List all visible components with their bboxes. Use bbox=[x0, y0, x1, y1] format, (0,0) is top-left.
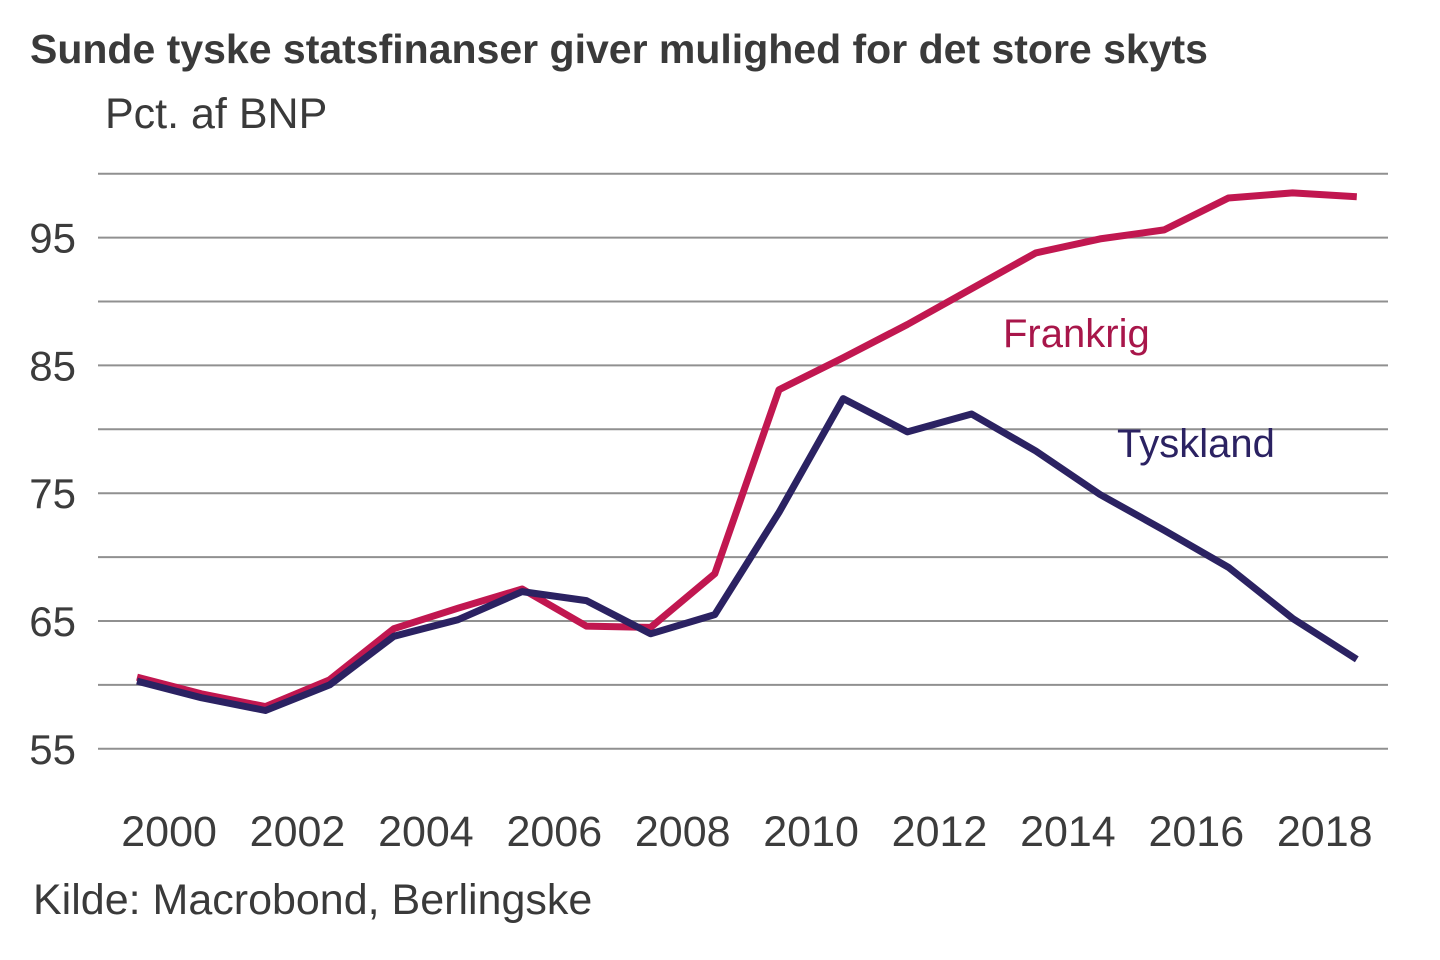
series-lines bbox=[136, 189, 1359, 714]
y-tick-label: 75 bbox=[29, 470, 76, 517]
legend-label-frankrig: Frankrig bbox=[1003, 312, 1150, 356]
x-tick-label: 2016 bbox=[1148, 808, 1244, 856]
x-tick-label: 2002 bbox=[250, 808, 346, 856]
x-tick-label: 2010 bbox=[763, 808, 859, 856]
gridlines bbox=[98, 172, 1388, 750]
x-tick-label: 2014 bbox=[1020, 808, 1116, 856]
x-axis-tick-labels: 2000 2002 2004 2006 2008 2010 2012 2014 2016 2018 bbox=[121, 808, 1372, 856]
x-tick-label: 2012 bbox=[892, 808, 988, 856]
x-tick-label: 2000 bbox=[121, 808, 217, 856]
y-tick-label: 55 bbox=[29, 726, 76, 773]
y-tick-label: 95 bbox=[29, 215, 76, 262]
x-tick-label: 2006 bbox=[506, 808, 602, 856]
source-attribution: Kilde: Macrobond, Berlingske bbox=[33, 876, 593, 924]
line-frankrig bbox=[136, 189, 1358, 711]
line-tyskland bbox=[136, 395, 1359, 714]
x-tick-label: 2004 bbox=[378, 808, 474, 856]
y-axis-unit-label: Pct. af BNP bbox=[105, 90, 328, 138]
chart-title: Sunde tyske statsfinanser giver mulighed… bbox=[30, 26, 1208, 72]
y-tick-label: 65 bbox=[29, 598, 76, 645]
legend-label-tyskland: Tyskland bbox=[1117, 422, 1275, 466]
x-tick-label: 2008 bbox=[635, 808, 731, 856]
x-tick-label: 2018 bbox=[1277, 808, 1373, 856]
y-tick-label: 85 bbox=[29, 342, 76, 389]
y-axis-tick-labels: 55 65 75 85 95 bbox=[29, 215, 76, 773]
